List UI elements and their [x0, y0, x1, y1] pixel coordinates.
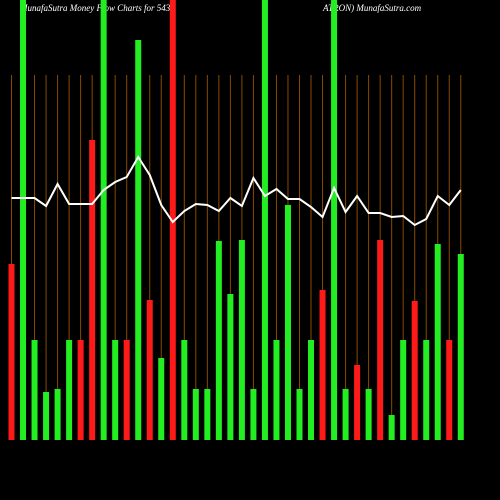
- bar: [423, 340, 430, 440]
- bar: [43, 392, 50, 440]
- bar: [411, 301, 418, 440]
- bar: [77, 340, 84, 440]
- bar: [192, 389, 199, 440]
- bar: [112, 340, 119, 440]
- bar: [146, 300, 153, 440]
- bar: [342, 389, 349, 440]
- bar: [365, 389, 372, 440]
- bar: [250, 389, 257, 440]
- bar: [238, 240, 245, 440]
- bar: [158, 358, 165, 440]
- bar: [100, 0, 107, 440]
- bar: [388, 415, 395, 440]
- money-flow-line: [11, 155, 462, 227]
- bar: [331, 0, 338, 440]
- bar: [181, 340, 188, 440]
- bar: [308, 340, 315, 440]
- bar: [123, 340, 130, 440]
- bar: [446, 340, 453, 440]
- bar: [354, 365, 361, 440]
- bar: [215, 241, 222, 440]
- chart-title-right: ATRON) MunafaSutra.com: [322, 3, 422, 13]
- bar: [66, 340, 73, 440]
- bar: [319, 290, 326, 440]
- bar: [296, 389, 303, 440]
- bar: [20, 0, 27, 440]
- bar: [273, 340, 280, 440]
- bar: [377, 240, 384, 440]
- bar: [227, 294, 234, 440]
- chart-title-left: MunafaSutra Money Flow Charts for 5437: [19, 3, 175, 13]
- bar: [204, 389, 211, 440]
- bar: [8, 264, 15, 440]
- bar: [400, 340, 407, 440]
- bar: [54, 389, 61, 440]
- bar: [457, 254, 464, 440]
- bar: [284, 205, 291, 440]
- bar: [135, 40, 142, 440]
- bar: [31, 340, 38, 440]
- bar: [434, 244, 441, 440]
- bar: [169, 0, 176, 440]
- bar: [89, 140, 96, 440]
- bar: [261, 0, 268, 440]
